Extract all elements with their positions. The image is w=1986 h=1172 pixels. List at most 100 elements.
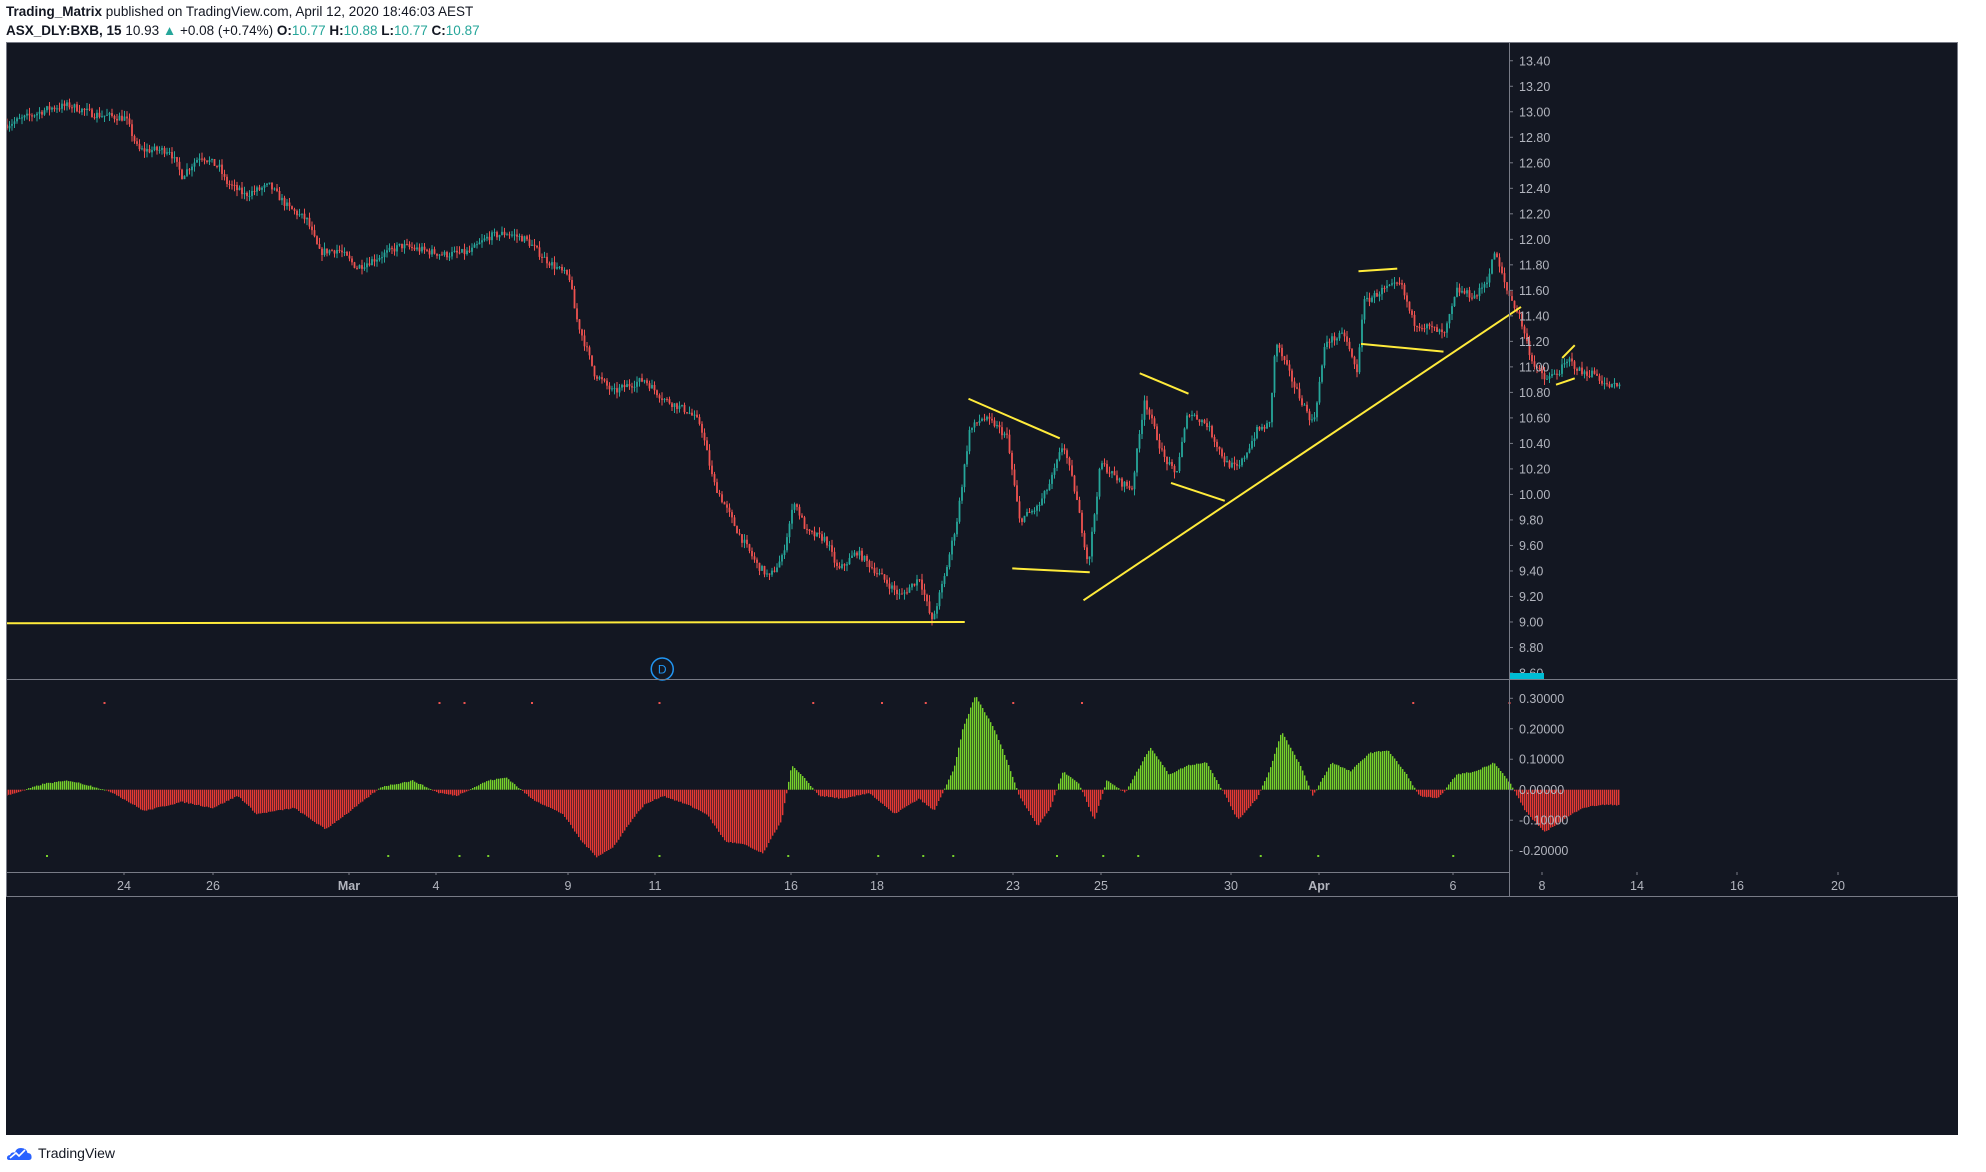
footer-brand[interactable]: TradingView bbox=[38, 1145, 116, 1161]
histogram-bar bbox=[838, 789, 840, 799]
candle-body bbox=[308, 217, 311, 227]
candle bbox=[1086, 544, 1088, 564]
candle bbox=[1533, 355, 1536, 370]
candle-body bbox=[1318, 381, 1321, 403]
candle-body bbox=[563, 270, 566, 272]
candle bbox=[278, 187, 281, 201]
candle-body bbox=[1193, 414, 1196, 416]
candle-body bbox=[251, 190, 253, 196]
histogram-bar bbox=[1240, 789, 1242, 818]
histogram-bar bbox=[572, 789, 574, 829]
histogram-bar bbox=[372, 789, 374, 794]
histogram-bar bbox=[1168, 774, 1170, 790]
osc-y-tick-label: 0.10000 bbox=[1519, 753, 1564, 767]
histogram-bar bbox=[244, 789, 246, 803]
candle-body bbox=[1103, 463, 1106, 465]
candle-body bbox=[53, 107, 56, 110]
tradingview-cloud-icon[interactable] bbox=[6, 1145, 32, 1161]
histogram-bar bbox=[1536, 789, 1538, 824]
histogram-bar bbox=[844, 789, 846, 799]
candle-body bbox=[833, 551, 836, 563]
candle-body bbox=[28, 113, 31, 116]
histogram-bar bbox=[160, 789, 162, 807]
candle-body bbox=[736, 526, 738, 534]
candle-body bbox=[873, 567, 876, 574]
candle-body bbox=[866, 555, 868, 561]
dividend-event-marker[interactable]: D bbox=[650, 657, 674, 681]
histogram-bar bbox=[596, 789, 598, 858]
candle-body bbox=[1218, 446, 1221, 450]
candle bbox=[1061, 443, 1063, 456]
candle bbox=[1436, 324, 1438, 332]
candle bbox=[1458, 283, 1461, 297]
candle bbox=[1273, 354, 1276, 398]
candle bbox=[1351, 348, 1353, 359]
signal-dot-red bbox=[812, 702, 815, 704]
candle bbox=[1618, 382, 1621, 389]
histogram-bar bbox=[584, 789, 586, 845]
candle-body bbox=[381, 257, 383, 259]
candle-body bbox=[1033, 510, 1036, 512]
histogram-bar bbox=[958, 747, 960, 790]
candle-body bbox=[1168, 462, 1171, 465]
histogram-bar bbox=[1454, 777, 1456, 790]
candle-body bbox=[243, 192, 246, 195]
candle bbox=[123, 110, 126, 121]
candle-body bbox=[1548, 376, 1551, 379]
histogram-bar bbox=[1088, 789, 1090, 807]
histogram-bar bbox=[1130, 783, 1132, 790]
candle bbox=[206, 160, 208, 164]
candle bbox=[1598, 373, 1601, 385]
histogram-bar bbox=[684, 789, 686, 804]
candle bbox=[1073, 474, 1076, 494]
candle bbox=[968, 426, 971, 455]
candle-body bbox=[1538, 367, 1541, 369]
candle-body bbox=[1026, 512, 1028, 516]
candle-body bbox=[1063, 448, 1066, 451]
histogram-bar bbox=[10, 789, 12, 795]
candle bbox=[878, 568, 881, 576]
candle-body bbox=[811, 530, 813, 532]
histogram-bar bbox=[972, 702, 974, 790]
chart-area[interactable]: D 13.40 13.20 13.00 12.80 12.60 12.40 12.20 12.… bbox=[6, 42, 1958, 1135]
candle bbox=[463, 243, 466, 260]
histogram-bar bbox=[1548, 789, 1550, 831]
candle-body bbox=[143, 148, 146, 152]
candle-body bbox=[1586, 371, 1588, 376]
candle bbox=[1151, 409, 1153, 424]
candle bbox=[793, 502, 796, 514]
candle bbox=[783, 544, 786, 560]
histogram-bar bbox=[646, 789, 648, 804]
candle-body bbox=[1171, 462, 1173, 466]
histogram-bar bbox=[786, 789, 788, 794]
oscillator-pane[interactable] bbox=[6, 697, 1620, 858]
x-tick-label: 23 bbox=[1006, 879, 1020, 893]
histogram-bar bbox=[948, 779, 950, 790]
candle bbox=[1228, 459, 1231, 469]
histogram-bar bbox=[536, 789, 538, 802]
flag-upper-4 bbox=[1561, 344, 1576, 359]
chart-canvas[interactable]: D 13.4013.2013.0012.8012.6012.4012.2012.… bbox=[6, 42, 1958, 1135]
candle bbox=[378, 255, 381, 262]
candle-body bbox=[963, 464, 966, 488]
histogram-bar bbox=[846, 789, 848, 799]
candle bbox=[1526, 328, 1528, 344]
histogram-bar bbox=[1256, 789, 1258, 800]
candle-body bbox=[1046, 490, 1048, 492]
histogram-bar bbox=[1608, 789, 1610, 805]
price-pane[interactable]: D bbox=[6, 98, 1621, 681]
candle-body bbox=[838, 566, 841, 569]
candle bbox=[1246, 452, 1248, 460]
publisher-name[interactable]: Trading_Matrix bbox=[6, 4, 103, 19]
candle bbox=[1278, 342, 1281, 353]
histogram-bar bbox=[1224, 789, 1226, 795]
histogram-bar bbox=[1026, 789, 1028, 809]
candle-body bbox=[993, 420, 996, 427]
candle-body bbox=[278, 191, 281, 201]
candle-body bbox=[1051, 474, 1053, 484]
symbol-label[interactable]: ASX_DLY:BXB, 15 bbox=[6, 23, 122, 38]
candle-body bbox=[221, 164, 223, 174]
candle-body bbox=[718, 493, 721, 495]
histogram-bar bbox=[658, 789, 660, 799]
candle-body bbox=[1018, 501, 1021, 519]
